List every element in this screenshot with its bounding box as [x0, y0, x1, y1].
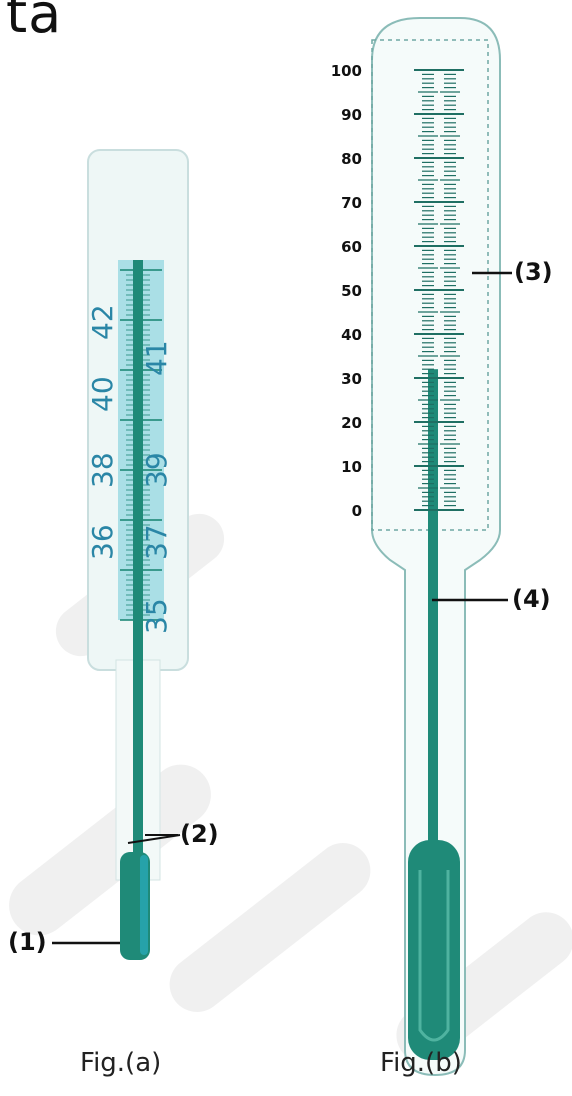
clinical-label-42: 42 — [86, 304, 119, 340]
clinical-scale-labels: 36 38 40 42 35 37 39 41 — [86, 304, 173, 634]
lab-scale-ticks — [414, 69, 464, 511]
page-heading: ta — [6, 0, 63, 45]
lab-liquid-column — [428, 369, 438, 860]
lab-scale-label: 100 — [331, 62, 362, 80]
clinical-scale-ticks — [120, 269, 162, 621]
clinical-label-36: 36 — [86, 524, 119, 560]
lab-scale-label: 50 — [341, 282, 362, 300]
callout-3-label: (3) — [514, 258, 553, 286]
clinical-label-41: 41 — [140, 340, 173, 376]
clinical-label-37: 37 — [140, 524, 173, 560]
lab-bulb — [408, 840, 460, 1060]
lab-scale-label: 80 — [341, 150, 362, 168]
caption-fig-a: Fig.(a) — [80, 1048, 162, 1078]
clinical-bulb-highlight — [140, 855, 148, 955]
lab-scale-label: 40 — [341, 326, 362, 344]
clinical-label-40: 40 — [86, 376, 119, 412]
lab-scale-label: 20 — [341, 414, 362, 432]
lab-scale-label: 10 — [341, 458, 362, 476]
lab-bulb-shine — [418, 870, 450, 1042]
lab-scale-label: 0 — [352, 502, 362, 520]
constriction-mark — [127, 834, 181, 844]
caption-fig-b: Fig.(b) — [380, 1048, 462, 1078]
callout-1-label: (1) — [8, 928, 47, 956]
callout-4-label: (4) — [512, 585, 551, 613]
clinical-label-35: 35 — [140, 598, 173, 634]
clinical-label-38: 38 — [86, 452, 119, 488]
clinical-thermometer — [52, 149, 189, 960]
lab-scale-label: 60 — [341, 238, 362, 256]
lab-scale-label: 30 — [341, 370, 362, 388]
callout-2-label: (2) — [180, 820, 219, 848]
clinical-label-39: 39 — [140, 452, 173, 488]
lab-scale-label: 70 — [341, 194, 362, 212]
lab-scale-label: 90 — [341, 106, 362, 124]
